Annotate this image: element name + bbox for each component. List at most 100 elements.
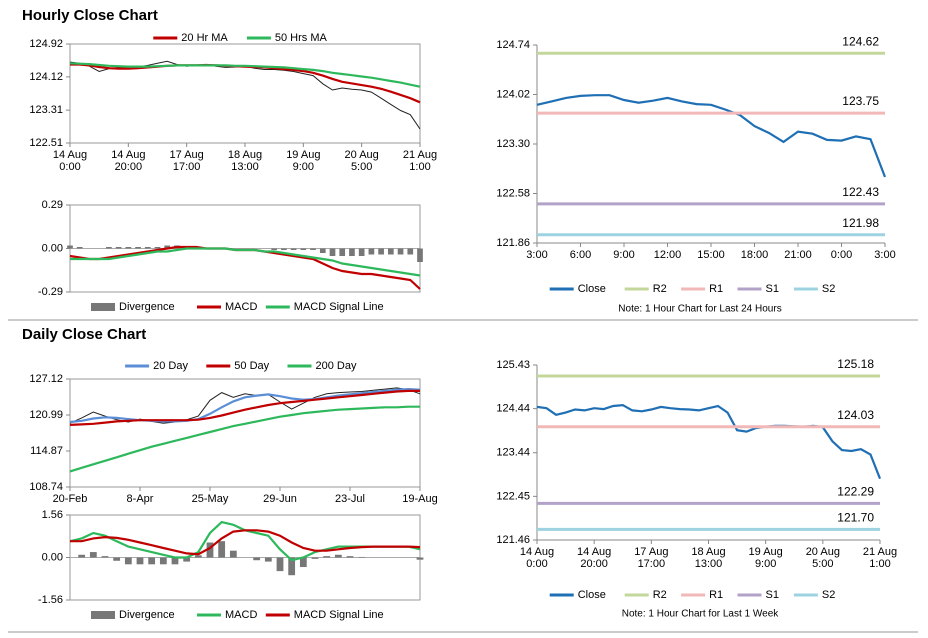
x-tick-label: 14 Aug 0:00: [52, 149, 88, 173]
divergence-bar: [135, 247, 141, 249]
series-line: [69, 387, 421, 424]
y-tick-label: 108.74: [29, 481, 63, 493]
legend-label: 200 Day: [316, 360, 357, 372]
x-tick-label: 21 Aug 1:00: [402, 149, 438, 173]
pivot-label: 123.75: [842, 94, 879, 108]
divergence-bar: [290, 248, 297, 250]
x-tick-label: 29-Jun: [263, 493, 297, 505]
x-tick-label: 19 Aug 9:00: [286, 149, 321, 173]
divergence-bar: [407, 248, 414, 255]
divergence-bar: [125, 247, 132, 249]
series-line: [70, 247, 421, 277]
y-tick-label: 120.99: [29, 409, 63, 421]
divergence-bar: [368, 248, 375, 255]
x-tick-label: 14 Aug 20:00: [577, 546, 612, 570]
x-tick-label: 25-May: [191, 493, 229, 505]
x-tick-label: 3:00: [874, 249, 896, 261]
divergence-bar: [300, 248, 307, 250]
x-tick-label: 19-Aug: [402, 493, 438, 505]
legend-label: R1: [709, 283, 723, 295]
y-tick-label: 124.44: [496, 403, 530, 415]
y-tick-label: 124.92: [29, 38, 63, 50]
series-line: [536, 403, 882, 480]
y-tick-label: -1.56: [38, 594, 63, 606]
legend-label: MACD: [225, 301, 257, 313]
divergence-bar: [194, 555, 202, 558]
x-tick-label: 21 Aug 1:00: [862, 546, 898, 570]
series-line: [69, 62, 421, 88]
divergence-bar: [253, 557, 261, 561]
series-line: [536, 94, 887, 178]
divergence-bar: [346, 556, 354, 558]
x-tick-label: 6:00: [569, 249, 592, 261]
chart-note: Note: 1 Hour Chart for Last 1 Week: [622, 609, 780, 620]
divergence-bar: [334, 554, 342, 558]
divergence-bar: [206, 542, 214, 558]
x-tick-label: 14 Aug 0:00: [519, 546, 555, 570]
y-tick-label: 124.74: [496, 39, 530, 51]
legend-label: R2: [653, 283, 667, 295]
legend-label: S1: [766, 589, 779, 601]
divergence-bar: [397, 248, 404, 255]
series-line: [69, 520, 421, 562]
y-tick-label: 124.02: [496, 88, 530, 100]
x-tick-label: 20-Feb: [52, 493, 88, 505]
x-tick-label: 23-Jul: [335, 493, 365, 505]
divergence-bar: [349, 248, 355, 256]
legend-label: MACD Signal Line: [294, 301, 384, 313]
legend-label: 20 Day: [153, 360, 188, 372]
legend-label: R1: [709, 589, 723, 601]
divergence-bar: [387, 248, 394, 255]
legend-label: Close: [578, 589, 606, 601]
divergence-bar: [288, 557, 296, 576]
divergence-bar: [89, 552, 97, 558]
y-tick-label: 122.45: [496, 490, 530, 502]
divergence-bar: [154, 247, 161, 249]
x-tick-label: 15:00: [697, 249, 725, 261]
divergence-bar: [136, 557, 144, 565]
divergence-bar: [323, 556, 331, 558]
divergence-bar: [276, 557, 284, 572]
x-tick-label: 14 Aug 20:00: [111, 149, 146, 173]
divergence-bar: [148, 557, 156, 565]
x-tick-label: 18 Aug 13:00: [691, 546, 726, 570]
x-tick-label: 0:00: [830, 249, 853, 261]
pivot-label: 124.62: [842, 34, 879, 48]
chart-note: Note: 1 Hour Chart for Last 24 Hours: [618, 304, 781, 315]
y-tick-label: 114.87: [30, 445, 63, 457]
divergence-bar: [78, 554, 86, 558]
divergence-bar: [378, 248, 384, 255]
series-line: [69, 389, 420, 426]
divergence-bar: [358, 248, 365, 256]
x-tick-label: 18:00: [740, 249, 769, 261]
plot-frame: [69, 378, 421, 488]
divergence-bar: [159, 557, 167, 565]
legend-label: Divergence: [119, 609, 175, 621]
x-tick-label: 20 Aug 5:00: [344, 149, 379, 173]
y-tick-label: 0.29: [42, 199, 63, 211]
y-tick-label: 123.44: [496, 447, 530, 459]
y-tick-label: 122.51: [29, 137, 63, 149]
legend-label: 20 Hr MA: [181, 32, 228, 44]
divergence-bar: [124, 557, 132, 565]
y-tick-label: 1.56: [42, 509, 63, 521]
plot-frame: [69, 43, 421, 144]
y-tick-label: -0.29: [38, 286, 63, 298]
legend-label: MACD Signal Line: [294, 609, 384, 621]
y-tick-label: 122.58: [496, 187, 530, 199]
pivot-label: 121.70: [837, 511, 874, 525]
x-tick-label: 3:00: [526, 249, 548, 261]
pivot-label: 121.98: [842, 216, 879, 230]
series-line: [69, 60, 421, 130]
divergence-bar: [329, 248, 336, 256]
pivot-label: 124.03: [837, 408, 874, 422]
section-title: Daily Close Chart: [22, 326, 146, 343]
divergence-bar: [416, 557, 424, 560]
x-tick-label: 9:00: [613, 249, 635, 261]
series-line: [69, 405, 420, 473]
section-title: Hourly Close Chart: [22, 7, 158, 24]
divergence-bar: [183, 557, 191, 562]
series-line: [70, 529, 421, 556]
